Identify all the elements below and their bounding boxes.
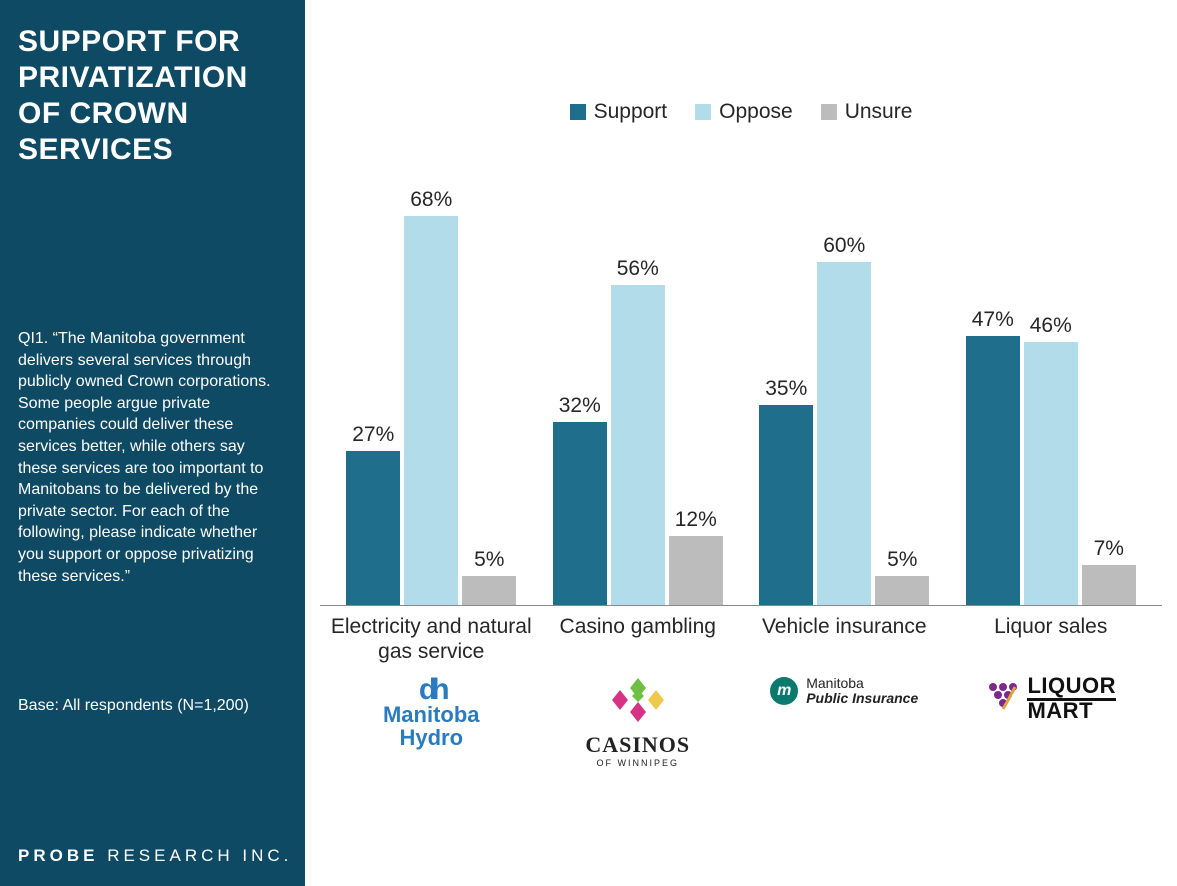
logo-manitoba-public-insurance: mManitobaPublic Insurance (741, 676, 948, 786)
bar-value-label: 5% (887, 548, 917, 572)
bar-value-label: 27% (352, 423, 394, 447)
base-text: Base: All respondents (N=1,200) (18, 697, 287, 715)
bar-rect (1024, 342, 1078, 605)
company-logo-text: PROBE RESEARCH INC. (18, 846, 292, 866)
x-axis-label: Vehicle insurance (741, 614, 948, 664)
logo-liquor-mart: LIQUORMART (948, 676, 1155, 786)
category-logos-row: dhManitobaHydro CASINOSOF WINNIPEG mManito… (320, 664, 1162, 786)
legend-item-oppose: Oppose (695, 100, 793, 124)
bar-rect (346, 451, 400, 605)
bar: 32% (553, 166, 607, 605)
bar-value-label: 60% (823, 234, 865, 258)
bar: 7% (1082, 166, 1136, 605)
bar-rect (759, 405, 813, 605)
bar: 5% (875, 166, 929, 605)
bar: 56% (611, 166, 665, 605)
x-axis-label: Casino gambling (535, 614, 742, 664)
logo-casinos-of-winnipeg: CASINOSOF WINNIPEG (535, 676, 742, 786)
legend-swatch-oppose (695, 104, 711, 120)
bar-group: 32% 56% 12% (535, 166, 742, 605)
logo-manitoba-hydro: dhManitobaHydro (328, 676, 535, 786)
legend-item-support: Support (570, 100, 668, 124)
bar-rect (462, 576, 516, 605)
bar-value-label: 12% (675, 508, 717, 532)
casinos-logo-icon: CASINOSOF WINNIPEG (585, 676, 690, 768)
legend-swatch-unsure (821, 104, 837, 120)
bar-rect (966, 336, 1020, 605)
bar-rect (404, 216, 458, 605)
x-axis-label: Liquor sales (948, 614, 1155, 664)
bar-rect (875, 576, 929, 605)
liquor-mart-logo-icon: LIQUORMART (985, 676, 1116, 722)
legend: Support Oppose Unsure (320, 100, 1162, 124)
bar-group: 27% 68% 5% (328, 166, 535, 605)
sidebar: SUPPORT FOR PRIVATIZATION OF CROWN SERVI… (0, 0, 305, 886)
bar-group: 47% 46% 7% (948, 166, 1155, 605)
bar-value-label: 47% (972, 308, 1014, 332)
bar-rect (553, 422, 607, 605)
manitoba-hydro-logo-icon: dhManitobaHydro (383, 676, 480, 749)
company-logo-bold: PROBE (18, 846, 98, 865)
legend-label-support: Support (594, 100, 668, 124)
bar: 35% (759, 166, 813, 605)
bar-value-label: 32% (559, 394, 601, 418)
legend-label-unsure: Unsure (845, 100, 913, 124)
bar-rect (1082, 565, 1136, 605)
legend-item-unsure: Unsure (821, 100, 913, 124)
bar-value-label: 68% (410, 188, 452, 212)
bar: 46% (1024, 166, 1078, 605)
legend-swatch-support (570, 104, 586, 120)
bar-rect (669, 536, 723, 605)
bar: 27% (346, 166, 400, 605)
survey-question-text: QI1. “The Manitoba government delivers s… (18, 328, 287, 587)
mpi-logo-icon: mManitobaPublic Insurance (770, 676, 918, 705)
bar: 47% (966, 166, 1020, 605)
bar-value-label: 56% (617, 257, 659, 281)
bar-chart: 27% 68% 5% 32% 56% 12% 35% 60% 5% 47% 46% 7% (320, 166, 1162, 606)
bar-value-label: 7% (1094, 537, 1124, 561)
bar: 68% (404, 166, 458, 605)
bar-rect (817, 262, 871, 605)
bar: 5% (462, 166, 516, 605)
bar-group: 35% 60% 5% (741, 166, 948, 605)
legend-label-oppose: Oppose (719, 100, 793, 124)
bar: 12% (669, 166, 723, 605)
chart-area: Support Oppose Unsure 27% 68% 5% 32% 56% 12% 35%… (305, 0, 1177, 886)
bar-value-label: 46% (1030, 314, 1072, 338)
company-logo-rest: RESEARCH INC. (98, 846, 292, 865)
bar-rect (611, 285, 665, 605)
bar-value-label: 5% (474, 548, 504, 572)
x-axis-label: Electricity and natural gas service (328, 614, 535, 664)
bar-value-label: 35% (765, 377, 807, 401)
x-axis-labels: Electricity and natural gas serviceCasin… (320, 606, 1162, 664)
page-title: SUPPORT FOR PRIVATIZATION OF CROWN SERVI… (18, 24, 287, 168)
bar: 60% (817, 166, 871, 605)
